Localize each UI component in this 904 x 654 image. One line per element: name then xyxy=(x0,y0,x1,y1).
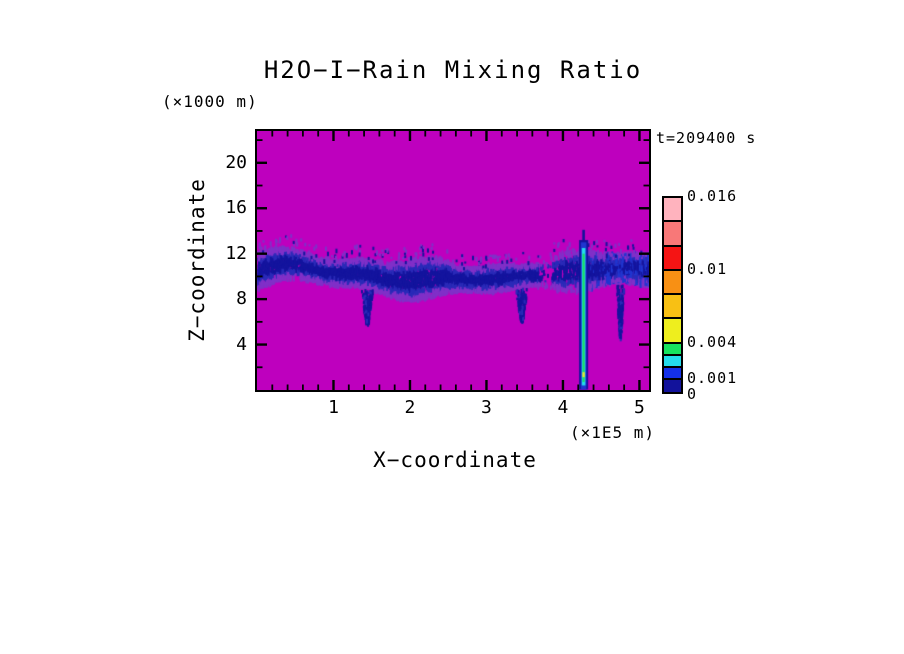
colorbar-segment xyxy=(664,319,681,344)
z-tick-label: 4 xyxy=(236,333,247,355)
plot-area xyxy=(255,129,651,392)
x-tick-label: 3 xyxy=(481,397,492,418)
z-axis-unit-label: (×1000 m) xyxy=(162,92,258,111)
colorbar-segment xyxy=(664,246,681,271)
colorbar-segment xyxy=(664,270,681,295)
x-tick-label: 2 xyxy=(404,397,416,418)
colorbar-tick-label: 0.001 xyxy=(687,368,738,387)
z-tick-label: 8 xyxy=(236,288,247,310)
colorbar-segment xyxy=(664,222,681,247)
z-tick-label: 16 xyxy=(225,197,247,219)
chart-title: H2O−I−Rain Mixing Ratio xyxy=(263,56,643,84)
x-axis-unit-label: (×1E5 m) xyxy=(569,423,655,442)
axis-ticks xyxy=(257,131,649,390)
colorbar-segment xyxy=(664,343,681,356)
colorbar-segment xyxy=(664,367,681,380)
colorbar-tick-label: 0.016 xyxy=(687,187,738,205)
x-tick-label: 5 xyxy=(634,397,645,418)
time-annotation: t=209400 s xyxy=(656,129,757,147)
colorbar-tick-label: 0.004 xyxy=(687,332,738,351)
z-axis-title: Z−coordinate xyxy=(185,178,209,342)
x-tick-label: 4 xyxy=(557,397,569,418)
heatmap-field xyxy=(257,131,649,390)
z-tick-label: 12 xyxy=(225,242,247,264)
colorbar-tick-label: 0.01 xyxy=(687,259,728,278)
x-axis-title: X−coordinate xyxy=(373,448,537,472)
colorbar-tick-label: 0 xyxy=(687,385,698,403)
colorbar-segment xyxy=(664,379,681,392)
colorbar-segment xyxy=(664,355,681,368)
x-tick-label: 1 xyxy=(328,397,339,418)
colorbar xyxy=(662,196,683,394)
colorbar-segment xyxy=(664,198,681,223)
colorbar-segment xyxy=(664,295,681,320)
z-tick-label: 20 xyxy=(225,151,247,173)
